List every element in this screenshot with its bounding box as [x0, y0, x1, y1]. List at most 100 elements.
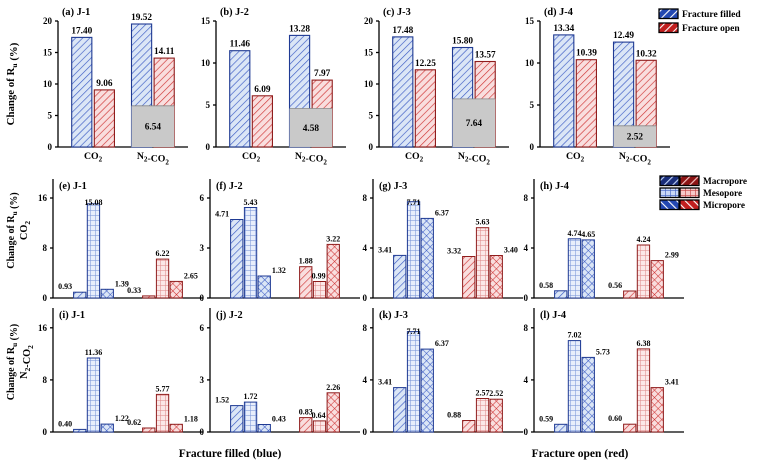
svg-text:8: 8: [363, 323, 368, 333]
svg-text:(b) J-2: (b) J-2: [220, 7, 249, 18]
svg-text:1.32: 1.32: [272, 266, 286, 275]
svg-text:10: 10: [43, 79, 53, 89]
svg-text:6.38: 6.38: [637, 339, 651, 348]
svg-text:6: 6: [200, 193, 205, 203]
svg-text:4.74: 4.74: [568, 229, 582, 238]
svg-text:5: 5: [530, 100, 535, 110]
svg-text:0: 0: [48, 142, 53, 152]
svg-text:7.64: 7.64: [466, 119, 483, 129]
svg-text:17.48: 17.48: [392, 26, 413, 36]
svg-text:14.11: 14.11: [154, 47, 175, 57]
svg-text:10.32: 10.32: [636, 49, 657, 59]
svg-text:8: 8: [524, 193, 529, 203]
svg-text:0.43: 0.43: [272, 415, 286, 424]
svg-text:0: 0: [43, 293, 48, 303]
svg-text:(i) J-1: (i) J-1: [59, 310, 85, 321]
svg-text:6.22: 6.22: [156, 249, 170, 258]
svg-text:16: 16: [38, 323, 48, 333]
svg-text:6: 6: [200, 323, 205, 333]
svg-text:2.52: 2.52: [627, 132, 644, 142]
svg-text:N2-CO2: N2-CO2: [295, 151, 328, 166]
svg-text:0.62: 0.62: [127, 418, 141, 427]
svg-text:6.37: 6.37: [435, 208, 449, 217]
svg-text:(l) J-4: (l) J-4: [540, 310, 566, 321]
svg-text:0.60: 0.60: [608, 414, 622, 423]
svg-text:12.49: 12.49: [613, 31, 634, 41]
svg-text:10: 10: [364, 79, 374, 89]
svg-text:6.37: 6.37: [435, 339, 449, 348]
svg-text:(f) J-2: (f) J-2: [216, 181, 243, 192]
svg-text:Fracture open: Fracture open: [682, 24, 740, 34]
svg-text:3.32: 3.32: [447, 247, 461, 256]
svg-text:0.93: 0.93: [58, 282, 72, 291]
svg-text:(c) J-3: (c) J-3: [383, 7, 411, 18]
svg-text:12.25: 12.25: [415, 59, 436, 69]
svg-text:7.71: 7.71: [407, 327, 421, 336]
svg-text:8: 8: [43, 375, 48, 385]
svg-text:11.46: 11.46: [230, 40, 251, 50]
svg-text:3: 3: [200, 243, 205, 253]
svg-text:2.26: 2.26: [326, 383, 340, 392]
svg-text:4: 4: [363, 375, 368, 385]
svg-text:0.64: 0.64: [312, 411, 326, 420]
svg-text:0.88: 0.88: [447, 411, 461, 420]
svg-text:13.34: 13.34: [553, 24, 574, 34]
svg-text:0.58: 0.58: [539, 281, 553, 290]
svg-text:(h) J-4: (h) J-4: [540, 181, 569, 192]
svg-text:20: 20: [43, 16, 53, 26]
svg-text:1.72: 1.72: [244, 392, 258, 401]
svg-text:15: 15: [525, 16, 535, 26]
svg-text:N2-CO2: N2-CO2: [19, 345, 35, 379]
svg-text:Change of Ru (%): Change of Ru (%): [5, 42, 20, 125]
svg-text:4: 4: [524, 243, 529, 253]
svg-text:Fracture filled (blue): Fracture filled (blue): [179, 448, 282, 460]
svg-text:0: 0: [200, 293, 205, 303]
svg-text:4.58: 4.58: [303, 124, 320, 134]
svg-text:5.77: 5.77: [156, 384, 170, 393]
svg-text:4.65: 4.65: [581, 230, 595, 239]
svg-text:0: 0: [524, 427, 529, 437]
svg-text:8: 8: [43, 243, 48, 253]
svg-text:Mesopore: Mesopore: [703, 189, 742, 199]
svg-text:3.22: 3.22: [326, 234, 340, 243]
svg-text:0: 0: [524, 293, 529, 303]
svg-text:7.02: 7.02: [568, 331, 582, 340]
svg-text:10: 10: [201, 58, 211, 68]
svg-text:0.56: 0.56: [608, 281, 622, 290]
svg-text:(j) J-2: (j) J-2: [216, 310, 243, 321]
svg-text:5: 5: [48, 111, 53, 121]
svg-text:0.40: 0.40: [58, 419, 72, 428]
svg-text:2.65: 2.65: [184, 271, 198, 280]
svg-text:(a) J-1: (a) J-1: [62, 7, 90, 18]
svg-text:7.97: 7.97: [314, 69, 331, 79]
svg-text:15.08: 15.08: [85, 198, 103, 207]
svg-text:0.33: 0.33: [127, 286, 141, 295]
svg-text:Macropore: Macropore: [703, 177, 747, 187]
svg-text:Change of Ru (%): Change of Ru (%): [6, 192, 20, 269]
svg-text:(k) J-3: (k) J-3: [379, 310, 408, 321]
svg-text:19.52: 19.52: [131, 13, 152, 23]
svg-text:15.80: 15.80: [452, 37, 473, 47]
svg-text:3.41: 3.41: [665, 378, 679, 387]
svg-text:17.40: 17.40: [71, 26, 92, 36]
svg-text:N2-CO2: N2-CO2: [619, 151, 652, 166]
svg-text:15: 15: [201, 16, 211, 26]
svg-text:1.18: 1.18: [184, 414, 198, 423]
svg-text:3.40: 3.40: [504, 246, 518, 255]
svg-text:1.52: 1.52: [215, 396, 229, 405]
svg-text:3: 3: [200, 375, 205, 385]
svg-text:3.41: 3.41: [378, 378, 392, 387]
svg-text:13.28: 13.28: [289, 24, 310, 34]
svg-text:4.24: 4.24: [637, 235, 651, 244]
svg-text:13.57: 13.57: [475, 51, 496, 61]
svg-text:0: 0: [530, 142, 535, 152]
svg-text:0.83: 0.83: [299, 408, 313, 417]
svg-text:5.63: 5.63: [476, 218, 490, 227]
svg-text:Fracture open (red): Fracture open (red): [532, 448, 629, 460]
svg-text:N2-CO2: N2-CO2: [458, 151, 491, 166]
svg-text:N2-CO2: N2-CO2: [137, 151, 170, 166]
svg-text:4: 4: [524, 375, 529, 385]
svg-text:0: 0: [200, 427, 205, 437]
svg-text:7.71: 7.71: [407, 198, 421, 207]
svg-text:CO2: CO2: [19, 221, 32, 240]
